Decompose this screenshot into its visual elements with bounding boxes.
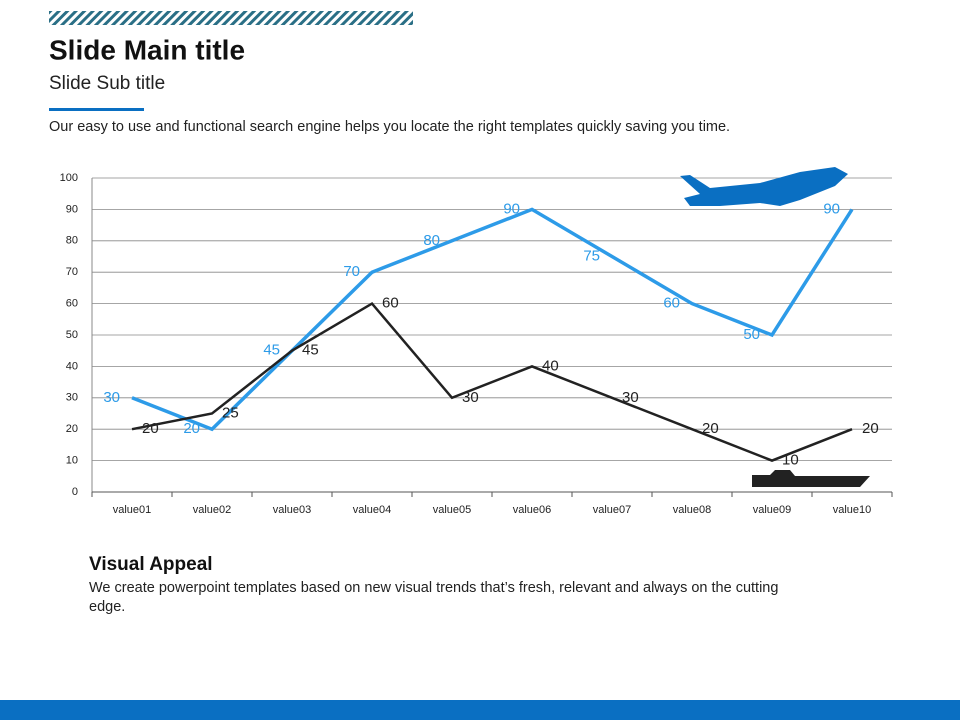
data-label: 40 <box>542 357 559 374</box>
section-heading: Visual Appeal <box>89 554 213 575</box>
y-tick-label: 80 <box>66 235 78 247</box>
data-label: 60 <box>663 295 680 312</box>
data-label: 45 <box>263 342 280 359</box>
y-tick-label: 40 <box>66 360 78 372</box>
x-tick-label: value09 <box>753 504 792 516</box>
x-tick-label: value02 <box>193 504 232 516</box>
title: Slide Main title <box>49 34 245 65</box>
y-tick-label: 30 <box>66 392 78 404</box>
data-label: 50 <box>743 326 760 343</box>
x-tick-label: value07 <box>593 504 632 516</box>
ship-icon <box>752 470 870 487</box>
subtitle: Slide Sub title <box>49 73 165 94</box>
x-tick-label: value04 <box>353 504 392 516</box>
hatched-bar <box>49 11 413 25</box>
data-label: 45 <box>302 342 319 359</box>
section-body: We create powerpoint templates based on … <box>89 580 779 615</box>
y-tick-label: 70 <box>66 266 78 278</box>
x-tick-label: value06 <box>513 504 552 516</box>
data-label: 90 <box>503 200 520 217</box>
footer-bar <box>0 700 960 720</box>
x-tick-label: value08 <box>673 504 712 516</box>
data-label: 20 <box>183 420 200 437</box>
y-tick-label: 60 <box>66 298 78 310</box>
y-tick-label: 50 <box>66 329 78 341</box>
description: Our easy to use and functional search en… <box>49 119 730 135</box>
y-tick-label: 10 <box>66 455 78 467</box>
y-tick-label: 0 <box>72 486 78 498</box>
data-label: 70 <box>343 263 360 280</box>
y-tick-label: 20 <box>66 423 78 435</box>
data-label: 30 <box>103 389 120 406</box>
data-label: 60 <box>382 295 399 312</box>
data-label: 30 <box>462 389 479 406</box>
data-label: 25 <box>222 404 239 421</box>
x-tick-label: value03 <box>273 504 312 516</box>
x-tick-label: value01 <box>113 504 152 516</box>
data-label: 80 <box>423 232 440 249</box>
series-line <box>131 207 854 432</box>
y-tick-label: 90 <box>66 203 78 215</box>
chart: 0 10 20 30 40 50 60 70 80 90 100 value01 value02 valu… <box>60 172 893 516</box>
series-line <box>131 301 853 462</box>
x-tick-label: value05 <box>433 504 472 516</box>
data-label: 20 <box>862 420 879 437</box>
data-label: 90 <box>823 200 840 217</box>
data-label: 30 <box>622 389 639 406</box>
y-tick-label: 100 <box>60 172 78 184</box>
data-label: 20 <box>702 420 719 437</box>
plane-icon <box>680 167 848 206</box>
section-body-box: We create powerpoint templates based on … <box>89 580 779 615</box>
x-tick-label: value10 <box>833 504 872 516</box>
data-label: 20 <box>142 420 159 437</box>
data-label: 10 <box>782 452 799 469</box>
accent-line <box>49 108 144 111</box>
data-label: 75 <box>583 247 600 264</box>
